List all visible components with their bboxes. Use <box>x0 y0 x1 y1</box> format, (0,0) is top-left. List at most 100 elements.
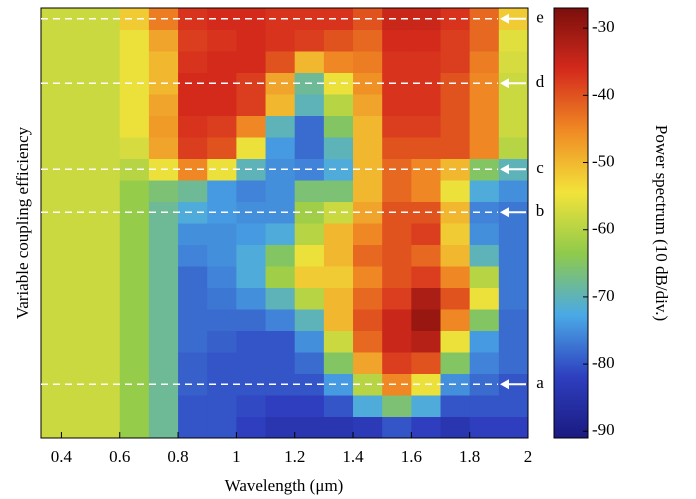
heatmap-cell <box>178 29 208 52</box>
heatmap-cell <box>236 244 267 267</box>
heatmap-cell <box>207 352 237 374</box>
x-tick-label: 1.8 <box>459 447 480 466</box>
heatmap-cell <box>148 309 179 331</box>
heatmap-cell <box>236 330 267 353</box>
heatmap-cell <box>323 51 354 73</box>
heatmap-cell <box>440 244 471 267</box>
heatmap-cell <box>236 29 267 52</box>
colorbar-tick-label: -60 <box>592 219 615 238</box>
heatmap-cell <box>236 309 267 331</box>
heatmap-cell <box>469 416 500 439</box>
heatmap-cell <box>382 352 412 374</box>
heatmap-cell <box>411 29 442 52</box>
heatmap-cell <box>90 352 121 374</box>
heatmap-cell <box>148 180 179 202</box>
heatmap-cell <box>440 115 471 138</box>
heatmap-cell <box>382 94 412 116</box>
heatmap-cell <box>469 373 500 396</box>
heatmap-cell <box>440 330 471 353</box>
marker-label: d <box>536 72 545 91</box>
heatmap-cell <box>265 352 296 374</box>
heatmap-cell <box>119 223 150 245</box>
heatmap-cell <box>323 72 354 95</box>
x-tick-label: 1.4 <box>342 447 364 466</box>
heatmap-cell <box>294 309 325 331</box>
heatmap-cell <box>323 330 354 353</box>
marker-label: b <box>536 201 545 220</box>
heatmap-cell <box>323 180 354 202</box>
heatmap-cell <box>236 223 267 245</box>
heatmap-cell <box>41 115 92 138</box>
heatmap-cell <box>265 180 296 202</box>
heatmap-cell <box>469 287 500 310</box>
heatmap-cell <box>265 266 296 288</box>
colorbar-tick-label: -80 <box>592 353 615 372</box>
x-tick-label: 0.8 <box>167 447 188 466</box>
heatmap-cell <box>207 416 237 439</box>
heatmap-cell <box>440 416 471 439</box>
heatmap-cell <box>469 266 500 288</box>
heatmap-cell <box>119 287 150 310</box>
heatmap-cell <box>90 51 121 73</box>
heatmap-cell <box>469 137 500 159</box>
x-tick-label: 0.4 <box>51 447 73 466</box>
heatmap-cell <box>41 29 92 52</box>
x-tick-label: 1.2 <box>284 447 305 466</box>
heatmap-cell <box>119 416 150 439</box>
heatmap-cell <box>119 51 150 73</box>
heatmap-cell <box>440 266 471 288</box>
heatmap-cell <box>382 244 412 267</box>
colorbar <box>553 7 589 439</box>
heatmap-cell <box>265 51 296 73</box>
heatmap-cell <box>178 72 208 95</box>
heatmap-cell <box>353 137 383 159</box>
heatmap-cell <box>294 395 325 417</box>
heatmap-cell <box>294 223 325 245</box>
heatmap-cell <box>41 330 92 353</box>
heatmap-cell <box>469 94 500 116</box>
heatmap-cell <box>323 244 354 267</box>
heatmap-cell <box>90 137 121 159</box>
heatmap-cell <box>90 266 121 288</box>
heatmap-cell <box>411 287 442 310</box>
heatmap-cell <box>469 309 500 331</box>
heatmap-cell <box>148 115 179 138</box>
heatmap-cell <box>148 137 179 159</box>
colorbar-tick-label: -30 <box>592 17 615 36</box>
heatmap-cell <box>440 223 471 245</box>
marker-label: e <box>536 8 544 27</box>
heatmap-cell <box>41 244 92 267</box>
heatmap-cell <box>41 94 92 116</box>
heatmap-cell <box>207 180 237 202</box>
heatmap-cell <box>323 94 354 116</box>
heatmap-cell <box>294 352 325 374</box>
heatmap-cell <box>119 373 150 396</box>
heatmap-cell <box>353 94 383 116</box>
heatmap-cell <box>119 94 150 116</box>
heatmap-cell <box>90 287 121 310</box>
heatmap-cell <box>265 158 296 181</box>
heatmap-cell <box>498 266 529 288</box>
heatmap-cell <box>119 115 150 138</box>
x-axis-label: Wavelength (μm) <box>225 476 344 495</box>
heatmap-cell <box>382 416 412 439</box>
heatmap-cell <box>236 352 267 374</box>
heatmap-cell <box>323 416 354 439</box>
heatmap-cell <box>236 180 267 202</box>
heatmap-cell <box>148 223 179 245</box>
heatmap-cell <box>353 416 383 439</box>
x-tick-label: 2 <box>524 447 533 466</box>
heatmap-cell <box>265 416 296 439</box>
marker-arrowhead <box>500 13 509 24</box>
colorbar-tick-label: -50 <box>592 151 615 170</box>
x-tick-label: 1.6 <box>401 447 422 466</box>
marker-arrowhead <box>500 164 509 175</box>
heatmap-cell <box>353 223 383 245</box>
heatmap-cell <box>382 29 412 52</box>
heatmap-cell <box>323 266 354 288</box>
heatmap-cell <box>294 51 325 73</box>
heatmap-cell <box>294 94 325 116</box>
heatmap-cell <box>178 309 208 331</box>
heatmap-cell <box>178 158 208 181</box>
